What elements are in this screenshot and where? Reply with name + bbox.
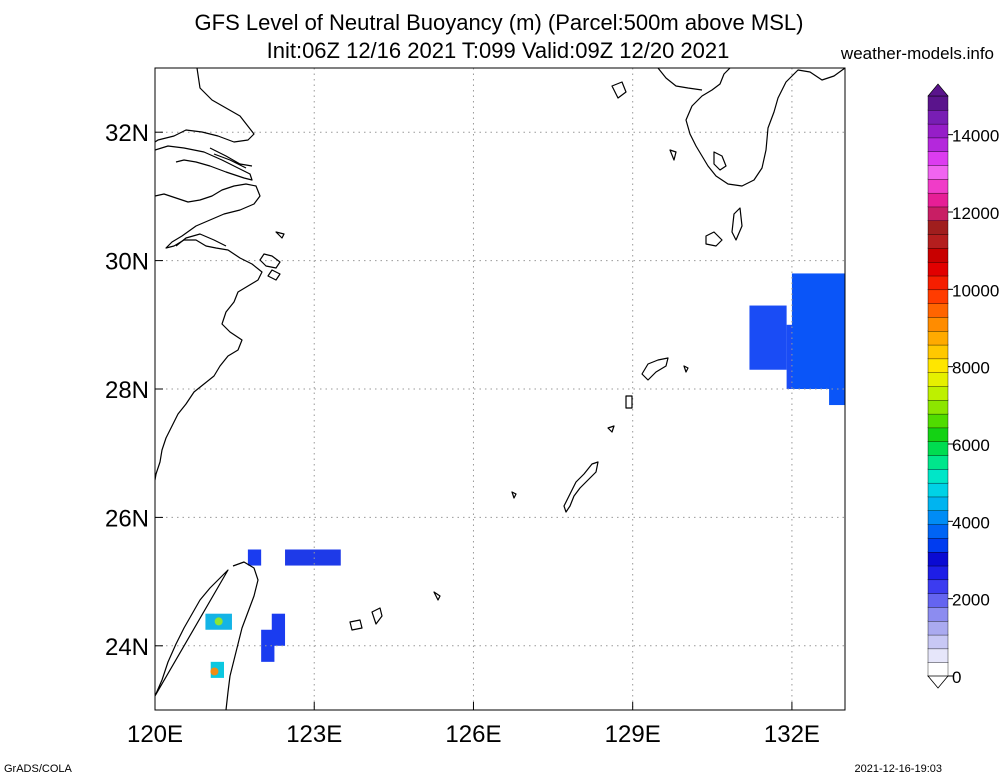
colorbar-swatch (927, 496, 949, 511)
colorbar-swatch (927, 247, 949, 263)
colorbar-swatch (927, 123, 949, 139)
tick-label-lat: 28N (105, 377, 149, 404)
field-cell (271, 613, 286, 646)
colorbar-swatch (927, 275, 949, 291)
colorbar-swatch (927, 206, 949, 221)
colorbar-swatch (927, 606, 949, 622)
field-cell (749, 305, 787, 370)
tick-label-lat: 26N (105, 505, 149, 532)
coastline-taiwan (155, 561, 259, 710)
colorbar-swatch (927, 648, 949, 663)
colorbar-swatch (927, 358, 949, 373)
map-background (155, 68, 845, 710)
coastline-china (155, 68, 263, 481)
colorbar-swatch (927, 592, 949, 608)
coastline-okinawa (563, 461, 599, 513)
colorbar-swatch (927, 523, 949, 539)
colorbar-swatch (927, 620, 949, 636)
chart-subtitle: Init:06Z 12/16 2021 T:099 Valid:09Z 12/2… (266, 38, 730, 63)
field-hotspot (214, 617, 223, 626)
colorbar-tick-label: 2000 (952, 591, 990, 610)
colorbar-swatch (927, 344, 949, 360)
tick-label-lat: 24N (105, 634, 149, 661)
colorbar-swatch (927, 316, 949, 332)
coastline-amami (641, 357, 669, 381)
field-cell (261, 629, 275, 662)
colorbar-swatch (927, 634, 949, 650)
colorbar-swatch (927, 137, 949, 152)
colorbar-tick-label: 6000 (952, 436, 990, 455)
tick-label-lat: 32N (105, 120, 149, 147)
field-layer (205, 273, 845, 678)
footer-software-label: GrADS/COLA (4, 763, 72, 775)
colorbar-swatch (927, 330, 949, 346)
colorbar: 0 2000 4000 6000 8000 10000 12000 14000 (927, 83, 999, 689)
colorbar-swatch (927, 95, 949, 111)
coastline (155, 68, 845, 710)
colorbar-swatch (927, 661, 949, 677)
colorbar-swatch (927, 289, 949, 304)
coastline-yangtze (209, 147, 253, 169)
chart-title: GFS Level of Neutral Buoyancy (m) (Parce… (194, 10, 804, 35)
map-axes: 120E 123E 126E 129E 132E 24N 26N 28N 30N 32N (105, 120, 820, 748)
field-cell (285, 549, 341, 566)
colorbar-swatch (927, 371, 949, 387)
colorbar-swatch (927, 468, 949, 484)
field-cell (829, 376, 845, 406)
colorbar-swatch (927, 579, 949, 594)
colorbar-swatch (927, 482, 949, 498)
coastline-small-islands (349, 207, 743, 631)
tick-label-lon: 123E (286, 721, 342, 748)
colorbar-swatch (927, 302, 949, 318)
colorbar-tick-label: 8000 (952, 359, 990, 378)
colorbar-swatch (927, 178, 949, 194)
colorbar-swatch (927, 510, 949, 525)
coastline-kyushu (611, 68, 845, 187)
colorbar-swatch (927, 385, 949, 401)
field-cell (247, 549, 262, 566)
tick-label-lon: 126E (445, 721, 501, 748)
colorbar-swatch (927, 220, 949, 235)
colorbar-swatch (927, 164, 949, 180)
colorbar-swatch (927, 565, 949, 581)
colorbar-swatch (927, 399, 949, 415)
colorbar-tick-label: 4000 (952, 513, 990, 532)
colorbar-swatch (927, 413, 949, 429)
colorbar-swatch (927, 454, 949, 470)
colorbar-tick-label: 10000 (952, 281, 999, 300)
colorbar-swatch (927, 551, 949, 567)
colorbar-swatch (927, 441, 949, 456)
colorbar-max-arrow (927, 83, 949, 97)
colorbar-swatch (927, 233, 949, 249)
tick-label-lon: 129E (605, 721, 661, 748)
colorbar-swatch (927, 261, 949, 277)
colorbar-tick-label: 12000 (952, 204, 999, 223)
tick-label-lon: 120E (127, 721, 183, 748)
colorbar-tick-label: 0 (952, 668, 961, 687)
colorbar-swatch (927, 109, 949, 125)
colorbar-swatch (927, 427, 949, 442)
colorbar-swatch (927, 537, 949, 553)
colorbar-swatch (927, 151, 949, 166)
coastline-zhoushan (259, 231, 285, 281)
tick-label-lat: 30N (105, 249, 149, 276)
colorbar-tick-label: 14000 (952, 127, 999, 146)
field-cell (791, 273, 845, 389)
coastline-hangzhou-bay (175, 233, 227, 247)
colorbar-min-arrow (927, 675, 949, 689)
source-label: weather-models.info (840, 44, 994, 63)
colorbar-swatch (927, 192, 949, 208)
field-hotspot (210, 667, 219, 676)
footer-timestamp: 2021-12-16-19:03 (854, 763, 942, 775)
tick-label-lon: 132E (764, 721, 820, 748)
